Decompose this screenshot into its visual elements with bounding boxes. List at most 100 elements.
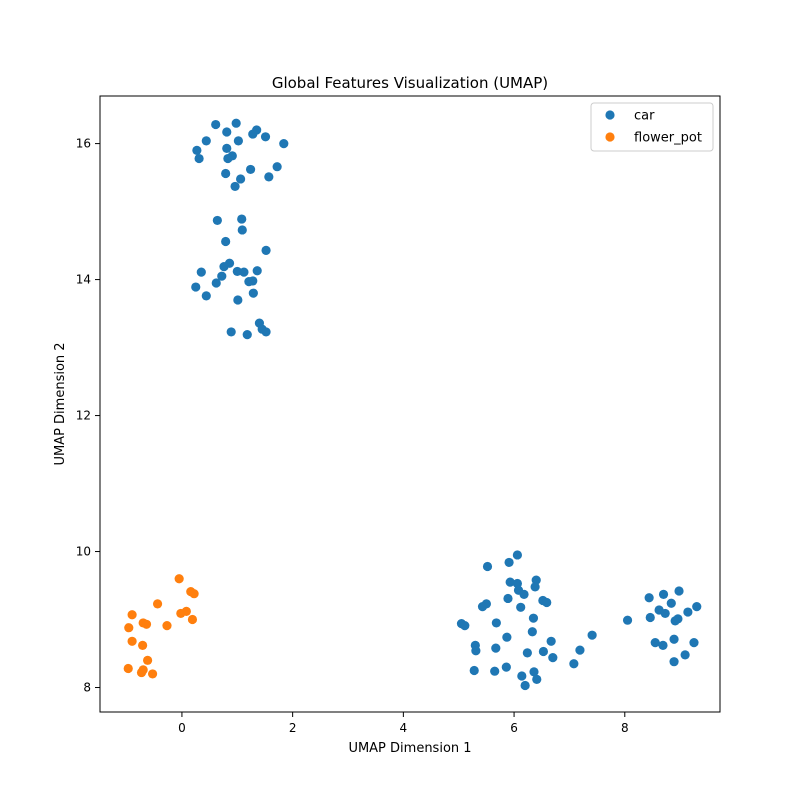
x-tick-label: 8 [621, 721, 629, 735]
data-point-car [261, 327, 271, 337]
data-point-car [692, 602, 702, 612]
data-point-flower-pot [127, 636, 137, 646]
plot-points [123, 118, 702, 691]
data-point-car [236, 174, 246, 184]
data-point-flower-pot [127, 610, 137, 620]
y-ticks: 8 10 12 14 16 [76, 137, 100, 695]
data-point-car [528, 613, 539, 623]
data-point-car [503, 593, 513, 604]
data-point-car [226, 327, 236, 337]
y-axis-label: UMAP Dimension 2 [53, 342, 68, 465]
data-point-car [221, 236, 231, 247]
data-point-car [530, 582, 540, 592]
data-point-flower-pot [136, 667, 147, 678]
data-point-car [460, 621, 470, 631]
data-point-car [191, 282, 201, 292]
data-point-car [527, 627, 537, 637]
data-point-car [491, 618, 501, 628]
data-point-flower-pot [174, 574, 184, 584]
y-tick-label: 12 [76, 409, 91, 423]
data-point-car [222, 143, 232, 153]
data-point-car [211, 119, 221, 130]
data-point-car [242, 330, 252, 340]
data-point-car [674, 586, 684, 596]
data-point-flower-pot [152, 599, 163, 609]
data-point-car [237, 225, 247, 235]
data-point-car [520, 680, 530, 691]
data-point-car [669, 634, 679, 644]
data-point-flower-pot [162, 621, 172, 631]
data-point-car [683, 607, 693, 617]
data-point-car [575, 645, 585, 655]
data-point-car [529, 667, 539, 677]
x-tick-label: 6 [510, 721, 518, 735]
legend-marker-flower-pot [605, 132, 615, 142]
legend-box [590, 102, 714, 152]
data-point-car [248, 288, 258, 298]
data-point-car [670, 616, 680, 626]
y-tick-label: 16 [76, 137, 91, 151]
data-point-car [516, 602, 526, 612]
data-point-car [221, 168, 231, 179]
legend-label-car: car [634, 109, 655, 124]
data-point-flower-pot [143, 655, 153, 665]
data-point-car [212, 215, 222, 226]
data-point-flower-pot [187, 614, 198, 625]
data-point-car [512, 578, 522, 589]
legend-marker-car [605, 110, 615, 120]
data-point-car [260, 132, 271, 142]
data-point-flower-pot [124, 623, 134, 633]
data-point-car [201, 291, 211, 301]
data-point-car [219, 262, 229, 272]
data-point-car [548, 653, 558, 663]
data-point-car [201, 136, 211, 146]
data-point-car [232, 266, 242, 277]
data-point-car [587, 630, 597, 640]
data-point-car [502, 632, 512, 642]
data-point-car [658, 589, 669, 599]
data-point-car [223, 153, 233, 164]
data-point-car [471, 646, 481, 656]
data-point-car [666, 598, 676, 608]
data-point-car [546, 636, 556, 646]
data-point-car [644, 593, 654, 603]
y-tick-label: 10 [76, 545, 91, 559]
data-point-car [501, 662, 511, 672]
data-point-car [248, 129, 258, 139]
x-ticks: 0 2 4 6 8 [178, 712, 629, 735]
data-point-car [491, 643, 501, 653]
data-point-flower-pot [123, 663, 133, 674]
data-point-car [233, 295, 243, 305]
data-point-car [469, 665, 479, 676]
data-point-car [522, 648, 532, 658]
data-point-flower-pot [147, 669, 158, 679]
data-point-car [519, 589, 529, 599]
data-point-car [680, 650, 690, 660]
data-point-car [477, 602, 488, 612]
data-point-car [217, 271, 227, 281]
data-point-car [248, 276, 258, 286]
data-point-car [239, 267, 249, 277]
data-point-car [658, 640, 668, 650]
data-point-car [231, 118, 241, 128]
x-tick-label: 2 [289, 721, 297, 735]
data-point-car [272, 162, 282, 172]
data-point-car [222, 127, 232, 137]
data-point-car [192, 145, 202, 155]
data-point-car [211, 278, 221, 288]
data-point-car [517, 671, 527, 681]
data-point-car [252, 266, 262, 276]
data-point-car [279, 138, 289, 149]
data-point-flower-pot [141, 619, 152, 629]
data-point-car [261, 245, 271, 255]
data-point-car [245, 164, 256, 175]
data-point-car [505, 577, 515, 587]
data-point-car [194, 153, 204, 164]
data-point-car [196, 267, 206, 277]
data-point-car [482, 561, 493, 572]
data-point-car [569, 659, 579, 669]
data-point-car [230, 181, 240, 192]
data-point-car [237, 214, 247, 224]
x-tick-label: 4 [400, 721, 408, 735]
